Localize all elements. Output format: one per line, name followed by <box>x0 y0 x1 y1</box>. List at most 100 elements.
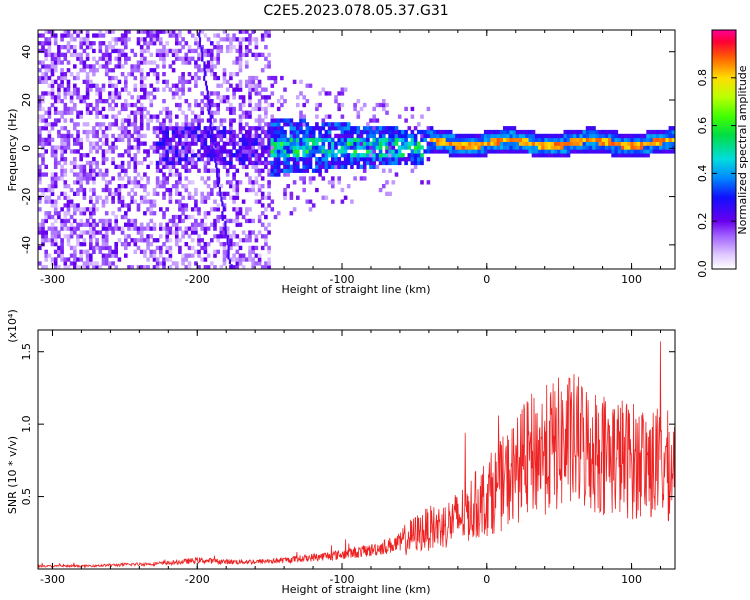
heat-cell <box>213 207 217 212</box>
heat-cell <box>219 37 224 42</box>
heat-cell <box>372 153 376 158</box>
heat-cell <box>149 211 154 216</box>
heat-cell <box>120 137 125 142</box>
heat-cell <box>76 234 80 239</box>
heat-cell <box>171 222 176 227</box>
heat-cell <box>104 56 109 61</box>
heat-cell <box>206 149 211 154</box>
heat-cell <box>260 176 265 181</box>
heat-cell <box>280 160 284 166</box>
heat-cell <box>522 137 526 142</box>
heat-streak <box>216 182 220 188</box>
heat-cell <box>194 41 198 46</box>
heat-cell <box>471 141 475 146</box>
heat-cell <box>229 41 233 46</box>
heat-cell <box>385 180 389 185</box>
y-tick-label: -40 <box>20 236 33 254</box>
heat-cell <box>617 133 622 139</box>
heat-cell <box>92 218 96 224</box>
heat-cell <box>184 230 189 235</box>
heat-cell <box>165 114 169 119</box>
heat-cell <box>66 199 71 204</box>
heat-cell <box>346 153 351 158</box>
heat-cell <box>184 99 189 104</box>
heat-cell <box>315 122 319 127</box>
heat-cell <box>206 160 211 166</box>
heat-cell <box>187 141 192 146</box>
heat-cell <box>493 129 498 135</box>
heat-cell <box>152 238 157 243</box>
heat-cell <box>98 95 103 100</box>
heat-cell <box>366 141 370 146</box>
heat-cell <box>235 56 240 61</box>
heat-cell <box>127 160 131 166</box>
heat-cell <box>235 153 240 158</box>
heat-cell <box>127 129 131 135</box>
heat-cell <box>79 222 83 227</box>
heat-cell <box>178 191 182 196</box>
heat-cell <box>375 164 380 169</box>
heat-cell <box>85 133 90 139</box>
heat-cell <box>66 68 71 73</box>
heat-cell <box>544 149 548 154</box>
y-tick-label: 1.5 <box>20 343 33 361</box>
heat-cell <box>305 145 310 150</box>
heat-cell <box>321 133 326 139</box>
heat-cell <box>92 160 96 166</box>
heat-cell <box>47 41 52 46</box>
heat-cell <box>133 114 138 119</box>
heat-cell <box>270 91 275 96</box>
heat-cell <box>643 141 647 146</box>
heat-cell <box>264 261 268 266</box>
heat-cell <box>311 126 316 131</box>
heat-cell <box>382 106 386 112</box>
heat-cell <box>251 257 255 262</box>
heat-cell <box>506 133 510 139</box>
heat-cell <box>582 129 587 135</box>
heat-cell <box>76 222 80 227</box>
heat-cell <box>241 110 246 115</box>
heat-cell <box>315 145 319 150</box>
heat-cell <box>66 145 71 150</box>
heat-cell <box>152 60 157 65</box>
heat-cell <box>203 160 208 166</box>
heat-cell <box>407 141 412 146</box>
heat-cell <box>79 257 83 262</box>
heat-cell <box>149 102 154 108</box>
heat-cell <box>114 114 118 119</box>
heat-cell <box>53 160 58 166</box>
heat-cell <box>85 222 90 227</box>
heat-cell <box>292 164 297 169</box>
heat-cell <box>222 253 227 258</box>
heat-cell <box>104 218 109 224</box>
heat-cell <box>117 238 122 243</box>
heat-cell <box>522 149 526 154</box>
heat-cell <box>76 242 80 247</box>
heat-cell <box>315 106 319 112</box>
heat-cell <box>592 137 596 142</box>
heat-cell <box>69 187 74 193</box>
heat-cell <box>311 141 316 146</box>
heat-cell <box>388 145 392 150</box>
heat-cell <box>85 137 90 142</box>
heat-cell <box>73 137 77 142</box>
heat-cell <box>662 133 666 139</box>
heat-cell <box>222 191 227 196</box>
heat-cell <box>85 79 90 84</box>
heat-cell <box>41 230 45 235</box>
heat-cell <box>50 83 55 88</box>
heat-cell <box>114 118 118 123</box>
heat-cell <box>206 126 211 131</box>
heat-cell <box>98 45 103 50</box>
heat-cell <box>162 195 166 200</box>
heat-cell <box>289 149 294 154</box>
heat-cell <box>178 95 182 100</box>
heat-cell <box>57 214 61 220</box>
heat-cell <box>184 257 189 262</box>
heat-cell <box>378 145 383 150</box>
heat-cell <box>219 45 224 50</box>
heat-cell <box>190 122 195 127</box>
heat-cell <box>146 191 150 196</box>
heat-cell <box>248 87 252 92</box>
